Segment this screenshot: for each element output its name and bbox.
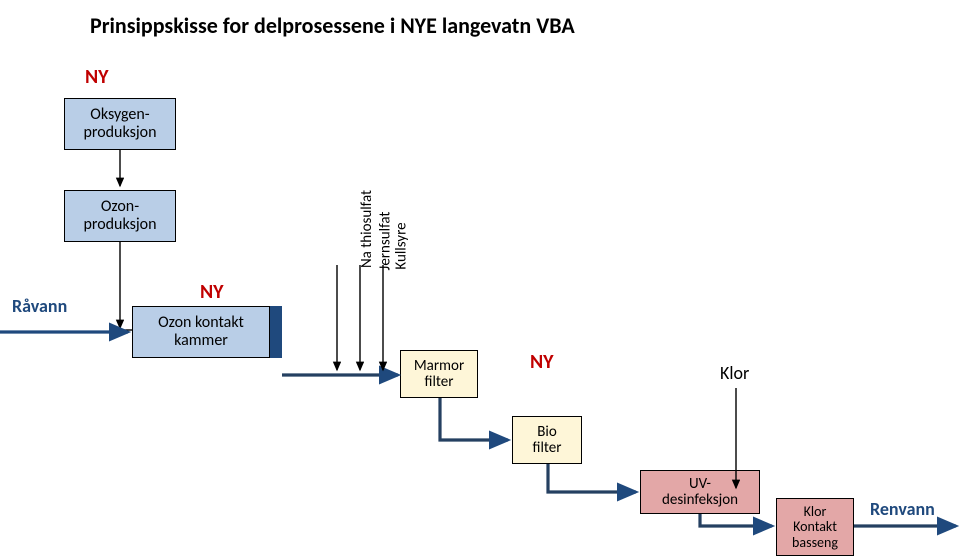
flow-arrows bbox=[0, 0, 960, 556]
box-line: basseng bbox=[792, 535, 838, 550]
box-ozon-produksjon: Ozon- produksjon bbox=[64, 190, 176, 242]
box-oksygen: Oksygen- produksjon bbox=[64, 98, 176, 150]
box-bio-filter: Bio filter bbox=[512, 416, 582, 464]
box-line: Klor bbox=[804, 504, 827, 519]
box-line: Ozon kontakt bbox=[158, 314, 244, 332]
box-line: produksjon bbox=[83, 216, 156, 234]
label-na-thiosulfat: Na thiosulfat bbox=[358, 190, 376, 268]
ny-label-1: NY bbox=[85, 65, 109, 89]
box-line: filter bbox=[425, 374, 454, 391]
box-line: Kontakt bbox=[793, 519, 837, 534]
label-kullsyre: Kullsyre bbox=[393, 222, 411, 269]
box-line: filter bbox=[533, 440, 562, 457]
box-uv-desinfeksjon: UV- desinfeksjon bbox=[640, 470, 760, 514]
label-ravann: Råvann bbox=[12, 295, 67, 317]
box-klor-kontakt: Klor Kontakt basseng bbox=[776, 498, 854, 556]
box-line: Oksygen- bbox=[90, 106, 149, 124]
box-line: UV- bbox=[689, 476, 711, 493]
box-marmor-filter: Marmor filter bbox=[400, 350, 478, 398]
box-ozon-kammer: Ozon kontakt kammer bbox=[132, 306, 270, 358]
label-renvann: Renvann bbox=[870, 498, 935, 520]
box-line: Ozon- bbox=[101, 198, 139, 216]
diagram-title: Prinsippskisse for delprosessene i NYE l… bbox=[90, 12, 575, 39]
box-line: kammer bbox=[174, 332, 228, 350]
label-klor: Klor bbox=[720, 362, 749, 384]
ny-label-2: NY bbox=[200, 280, 224, 304]
box-line: desinfeksjon bbox=[662, 492, 738, 509]
box-line: Marmor bbox=[414, 358, 464, 375]
box-line: Bio bbox=[537, 424, 557, 441]
box-line: produksjon bbox=[83, 124, 156, 142]
ny-label-3: NY bbox=[530, 350, 554, 374]
